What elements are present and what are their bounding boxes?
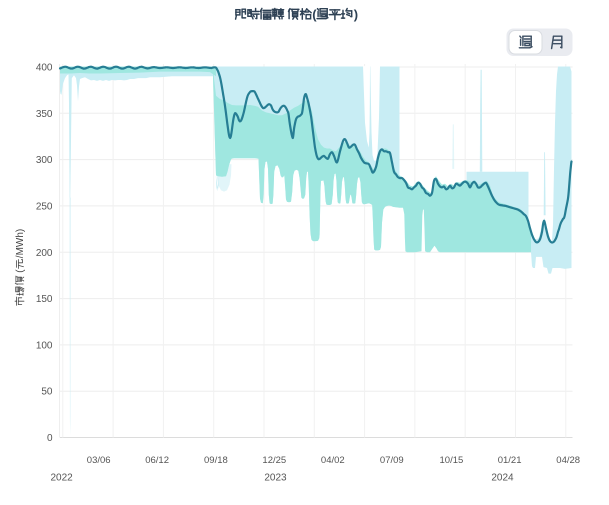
svg-text:12/25: 12/25 xyxy=(262,455,286,466)
svg-text:06/12: 06/12 xyxy=(145,455,169,466)
svg-text:09/18: 09/18 xyxy=(204,455,228,466)
svg-text:04/28: 04/28 xyxy=(556,455,580,466)
svg-text:250: 250 xyxy=(36,201,53,212)
svg-text:(: ( xyxy=(15,269,26,273)
svg-text:2022: 2022 xyxy=(50,473,73,484)
svg-text:150: 150 xyxy=(36,294,53,305)
svg-text:2023: 2023 xyxy=(264,473,287,484)
svg-text:0: 0 xyxy=(47,433,53,444)
svg-text:03/06: 03/06 xyxy=(87,455,111,466)
svg-text:400: 400 xyxy=(36,63,53,74)
svg-text:10/15: 10/15 xyxy=(440,455,464,466)
svg-text:350: 350 xyxy=(36,109,53,120)
svg-text:07/09: 07/09 xyxy=(380,455,404,466)
svg-text:2024: 2024 xyxy=(491,473,514,484)
svg-text:/MWh): /MWh) xyxy=(15,229,26,258)
svg-text:100: 100 xyxy=(36,340,53,351)
svg-text:): ) xyxy=(354,7,358,22)
svg-text:01/21: 01/21 xyxy=(498,455,522,466)
svg-text:200: 200 xyxy=(36,248,53,259)
svg-text:50: 50 xyxy=(41,387,53,398)
svg-text:(: ( xyxy=(312,7,317,22)
svg-text:300: 300 xyxy=(36,155,53,166)
svg-text:04/02: 04/02 xyxy=(321,455,345,466)
